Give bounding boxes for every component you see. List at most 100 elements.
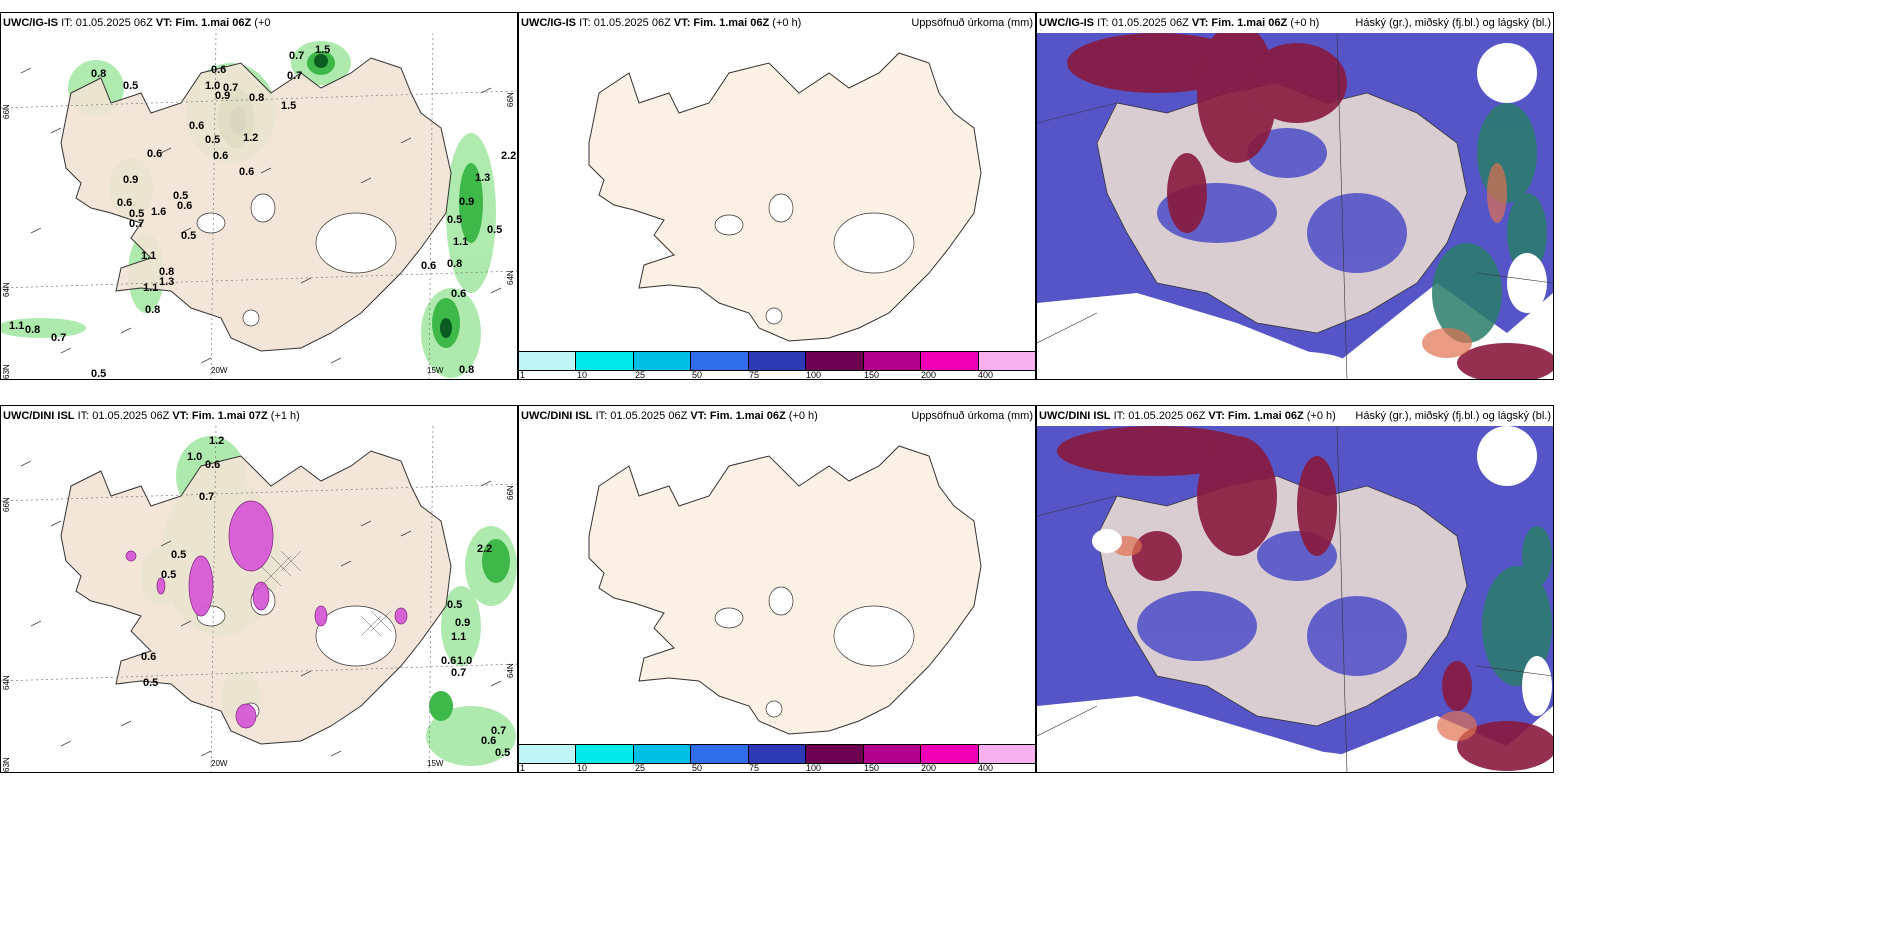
svg-text:1.1: 1.1: [9, 320, 24, 332]
map-accumulated-precip[interactable]: 1 10 25 50 75 100 150 200 400: [519, 33, 1035, 379]
legend-ticks: 1 10 25 50 75 100 150 200 400: [520, 370, 994, 380]
legend-swatch: [921, 745, 979, 763]
svg-text:0.8: 0.8: [447, 258, 462, 270]
panel-ig-accumulated-precip: UWC/IG-IS IT: 01.05.2025 06Z VT: Fim. 1.…: [518, 12, 1036, 380]
svg-text:64N: 64N: [506, 663, 515, 678]
svg-text:0.7: 0.7: [287, 70, 302, 82]
legend-swatch: [748, 352, 807, 370]
svg-text:1.0: 1.0: [457, 655, 472, 667]
svg-text:63N: 63N: [2, 757, 11, 772]
map-cloud-cover[interactable]: [1037, 33, 1553, 379]
panel-header: UWC/IG-IS IT: 01.05.2025 06Z VT: Fim. 1.…: [3, 17, 271, 29]
svg-text:63N: 63N: [2, 364, 11, 379]
legend-color-bar: [519, 351, 1035, 371]
panel-dini-clouds: UWC/DINI ISL IT: 01.05.2025 06Z VT: Fim.…: [1036, 405, 1554, 773]
panel-header: UWC/IG-IS IT: 01.05.2025 06Z VT: Fim. 1.…: [521, 17, 1033, 29]
svg-text:0.5: 0.5: [161, 569, 176, 581]
svg-text:0.6: 0.6: [421, 260, 436, 272]
map-precip-wind[interactable]: 0.8 0.5 0.6 1.0 0.7 0.9 0.8 0.7 1.5 0.6 …: [1, 33, 517, 379]
svg-text:0.5: 0.5: [91, 368, 106, 379]
svg-text:1.1: 1.1: [141, 250, 156, 262]
svg-text:0.6: 0.6: [213, 150, 228, 162]
panel-dini-accumulated-precip: UWC/DINI ISL IT: 01.05.2025 06Z VT: Fim.…: [518, 405, 1036, 773]
svg-text:0.6: 0.6: [451, 288, 466, 300]
svg-text:0.6: 0.6: [189, 120, 204, 132]
svg-text:0.7: 0.7: [51, 332, 66, 344]
legend-swatch: [806, 352, 864, 370]
svg-text:0.7: 0.7: [491, 725, 506, 737]
precip-value-labels: 0.8 0.5 0.6 1.0 0.7 0.9 0.8 0.7 1.5 0.6 …: [9, 44, 516, 379]
legend-swatch: [633, 745, 692, 763]
svg-text:1.1: 1.1: [451, 631, 466, 643]
svg-text:0.9: 0.9: [123, 174, 138, 186]
axis-labels: 20W 15W 66N 64N 63N 66N 64N: [2, 485, 515, 772]
legend-swatch: [633, 352, 692, 370]
svg-text:0.9: 0.9: [455, 617, 470, 629]
svg-text:0.7: 0.7: [451, 667, 466, 679]
svg-text:20W: 20W: [211, 759, 228, 768]
legend-swatch: [519, 352, 577, 370]
panel-dini-precip-wind: UWC/DINI ISL IT: 01.05.2025 06Z VT: Fim.…: [0, 405, 518, 773]
precip-legend: 1 10 25 50 75 100 150 200 400: [519, 744, 1035, 772]
svg-text:0.8: 0.8: [159, 266, 174, 278]
svg-text:0.7: 0.7: [199, 491, 214, 503]
legend-swatch: [921, 352, 979, 370]
svg-text:1.6: 1.6: [151, 206, 166, 218]
svg-text:0.5: 0.5: [173, 190, 188, 202]
legend-swatch: [691, 352, 749, 370]
panel-header: UWC/DINI ISL IT: 01.05.2025 06Z VT: Fim.…: [1039, 410, 1551, 422]
svg-text:1.2: 1.2: [243, 132, 258, 144]
svg-text:0.5: 0.5: [129, 208, 144, 220]
panel-header: UWC/DINI ISL IT: 01.05.2025 06Z VT: Fim.…: [521, 410, 1033, 422]
svg-text:1.1: 1.1: [143, 282, 158, 294]
svg-text:0.5: 0.5: [143, 677, 158, 689]
svg-text:0.5: 0.5: [205, 134, 220, 146]
svg-text:0.5: 0.5: [171, 549, 186, 561]
svg-text:0.7: 0.7: [129, 218, 144, 230]
svg-text:1.1: 1.1: [453, 236, 468, 248]
svg-text:64N: 64N: [506, 270, 515, 285]
map-cloud-cover[interactable]: [1037, 426, 1553, 772]
svg-text:0.8: 0.8: [145, 304, 160, 316]
svg-text:0.8: 0.8: [25, 324, 40, 336]
legend-swatch: [576, 745, 634, 763]
panel-ig-clouds: UWC/IG-IS IT: 01.05.2025 06Z VT: Fim. 1.…: [1036, 12, 1554, 380]
legend-swatch: [748, 745, 807, 763]
svg-text:66N: 66N: [2, 497, 11, 512]
legend-swatch: [519, 745, 577, 763]
svg-text:1.2: 1.2: [209, 435, 224, 447]
map-precip-wind[interactable]: 1.2 1.0 0.6 0.7 0.5 0.5 0.5 0.6 0.5 0.9 …: [1, 426, 517, 772]
svg-text:64N: 64N: [2, 282, 11, 297]
legend-swatch: [576, 352, 634, 370]
svg-text:0.9: 0.9: [215, 90, 230, 102]
svg-text:66N: 66N: [2, 104, 11, 119]
svg-text:1.5: 1.5: [281, 100, 296, 112]
svg-text:0.5: 0.5: [447, 214, 462, 226]
map-accumulated-precip[interactable]: 1 10 25 50 75 100 150 200 400: [519, 426, 1035, 772]
svg-text:1.0: 1.0: [205, 80, 220, 92]
svg-text:0.6: 0.6: [239, 166, 254, 178]
svg-text:0.5: 0.5: [123, 80, 138, 92]
legend-swatch: [978, 745, 1035, 763]
legend-swatch: [863, 745, 922, 763]
axis-labels: 20W 15W 66N 64N 63N 66N 64N: [2, 92, 515, 379]
precip-legend: 1 10 25 50 75 100 150 200 400: [519, 351, 1035, 380]
precip-value-labels: 1.2 1.0 0.6 0.7 0.5 0.5 0.5 0.6 0.5 0.9 …: [141, 435, 510, 759]
legend-swatch: [863, 352, 922, 370]
svg-text:0.9: 0.9: [459, 196, 474, 208]
svg-text:0.8: 0.8: [91, 68, 106, 80]
legend-swatch: [978, 352, 1035, 370]
svg-text:0.7: 0.7: [223, 82, 238, 94]
svg-text:1.5: 1.5: [315, 44, 330, 56]
svg-text:0.5: 0.5: [495, 747, 510, 759]
svg-text:20W: 20W: [211, 366, 228, 375]
svg-text:1.3: 1.3: [475, 172, 490, 184]
svg-text:0.6: 0.6: [177, 200, 192, 212]
svg-text:0.5: 0.5: [447, 599, 462, 611]
svg-text:15W: 15W: [427, 366, 444, 375]
svg-text:1.3: 1.3: [159, 276, 174, 288]
legend-swatch: [806, 745, 864, 763]
svg-text:0.6: 0.6: [481, 735, 496, 747]
svg-text:0.5: 0.5: [487, 224, 502, 236]
svg-text:0.6: 0.6: [205, 459, 220, 471]
